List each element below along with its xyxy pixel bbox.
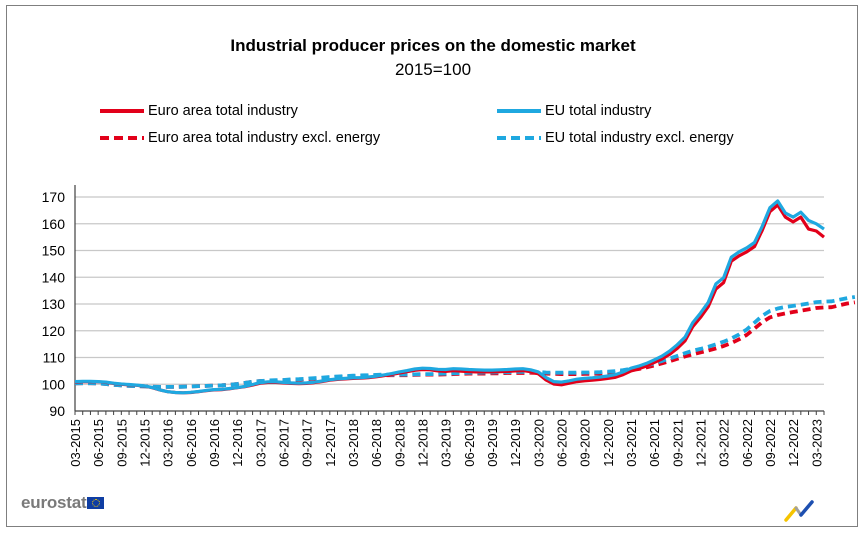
x-tick-label: 09-2018: [392, 419, 407, 467]
x-tick-label: 09-2022: [763, 419, 778, 467]
y-tick-label: 100: [42, 376, 66, 392]
series-line-eu-total-industry: [74, 199, 825, 395]
x-tick-label: 09-2019: [485, 419, 500, 467]
legend-item-euro-area-excl-energy: Euro area total industry excl. energy: [100, 130, 380, 146]
x-tick-label: 12-2022: [786, 419, 801, 467]
x-tick-label: 12-2021: [693, 419, 708, 467]
y-tick-label: 140: [42, 269, 66, 285]
x-tick-label: 03-2018: [346, 419, 361, 467]
x-tick-label: 09-2015: [114, 419, 129, 467]
legend-item-eu-excl-energy: EU total industry excl. energy: [497, 130, 734, 146]
y-tick-label: 150: [42, 243, 66, 259]
legend-item-eu-total: EU total industry: [497, 103, 651, 119]
x-axis: 03-2015 06-2015 09-2015 12-2015 03-2016 06-20…: [68, 185, 825, 467]
x-tick-label: 03-2015: [68, 419, 83, 467]
x-tick-label: 06-2017: [276, 419, 291, 467]
x-tick-label: 03-2016: [161, 419, 176, 467]
series-line-euro-area-total-industry: [74, 203, 825, 395]
x-tick-label: 09-2020: [578, 419, 593, 467]
x-tick-label: 06-2018: [369, 419, 384, 467]
legend-swatch-solid-red: [100, 109, 144, 113]
x-tick-label: 12-2020: [601, 419, 616, 467]
legend-label: EU total industry excl. energy: [545, 130, 734, 146]
legend-swatch-dashed-red: [100, 136, 144, 140]
x-tick-label: 06-2016: [184, 419, 199, 467]
x-tick-label: 03-2022: [717, 419, 732, 467]
y-tick-label: 130: [42, 296, 66, 312]
y-tick-label: 90: [49, 403, 65, 419]
legend-label: EU total industry: [545, 103, 652, 119]
legend-swatch-dashed-blue: [497, 136, 541, 140]
y-tick-label: 160: [42, 216, 66, 232]
y-tick-label: 170: [42, 189, 66, 205]
x-tick-label: 12-2019: [508, 419, 523, 467]
legend-item-euro-area-total: Euro area total industry: [100, 103, 298, 119]
x-tick-label: 06-2022: [740, 419, 755, 467]
x-tick-label: 03-2023: [809, 419, 824, 467]
legend-label: Euro area total industry excl. energy: [148, 130, 381, 146]
chart-subtitle: 2015=100: [394, 60, 472, 79]
x-tick-label: 03-2021: [624, 419, 639, 467]
y-tick-label: 110: [43, 350, 66, 366]
x-tick-label: 12-2018: [415, 419, 430, 467]
eurostat-swoosh-icon: [784, 500, 814, 522]
x-tick-label: 12-2016: [230, 419, 245, 467]
eurostat-logo: eurostat: [21, 493, 105, 513]
x-tick-label: 09-2017: [300, 419, 315, 467]
x-tick-label: 03-2020: [531, 419, 546, 467]
x-tick-label: 06-2021: [647, 419, 662, 467]
x-tick-label: 03-2017: [253, 419, 268, 467]
legend-swatch-solid-blue: [497, 109, 541, 113]
y-tick-label: 120: [42, 323, 66, 339]
series-lines: [74, 199, 856, 395]
y-axis-ticks: 90 100 110 120 130 140 150 160 170: [42, 189, 66, 419]
eurostat-logo-text: eurostat: [21, 493, 87, 512]
x-tick-label: 09-2016: [207, 419, 222, 467]
legend-label: Euro area total industry: [148, 103, 298, 119]
chart-title: Industrial producer prices on the domest…: [230, 36, 636, 55]
x-tick-label: 03-2019: [439, 419, 454, 467]
x-tick-label: 06-2020: [554, 419, 569, 467]
chart-frame: [6, 5, 858, 527]
x-tick-label: 06-2015: [91, 419, 106, 467]
x-tick-label: 12-2017: [323, 419, 338, 467]
x-tick-label: 06-2019: [462, 419, 477, 467]
x-tick-label: 09-2021: [670, 419, 685, 467]
eu-flag-icon: [87, 497, 105, 509]
gridlines: [75, 196, 824, 385]
x-tick-label: 12-2015: [137, 419, 152, 467]
